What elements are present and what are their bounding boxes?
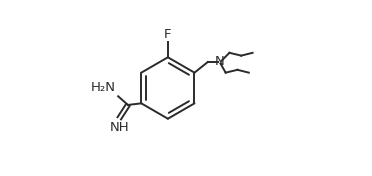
Text: F: F	[164, 28, 171, 41]
Text: N: N	[215, 55, 225, 68]
Text: NH: NH	[109, 121, 129, 134]
Text: H₂N: H₂N	[91, 81, 116, 94]
